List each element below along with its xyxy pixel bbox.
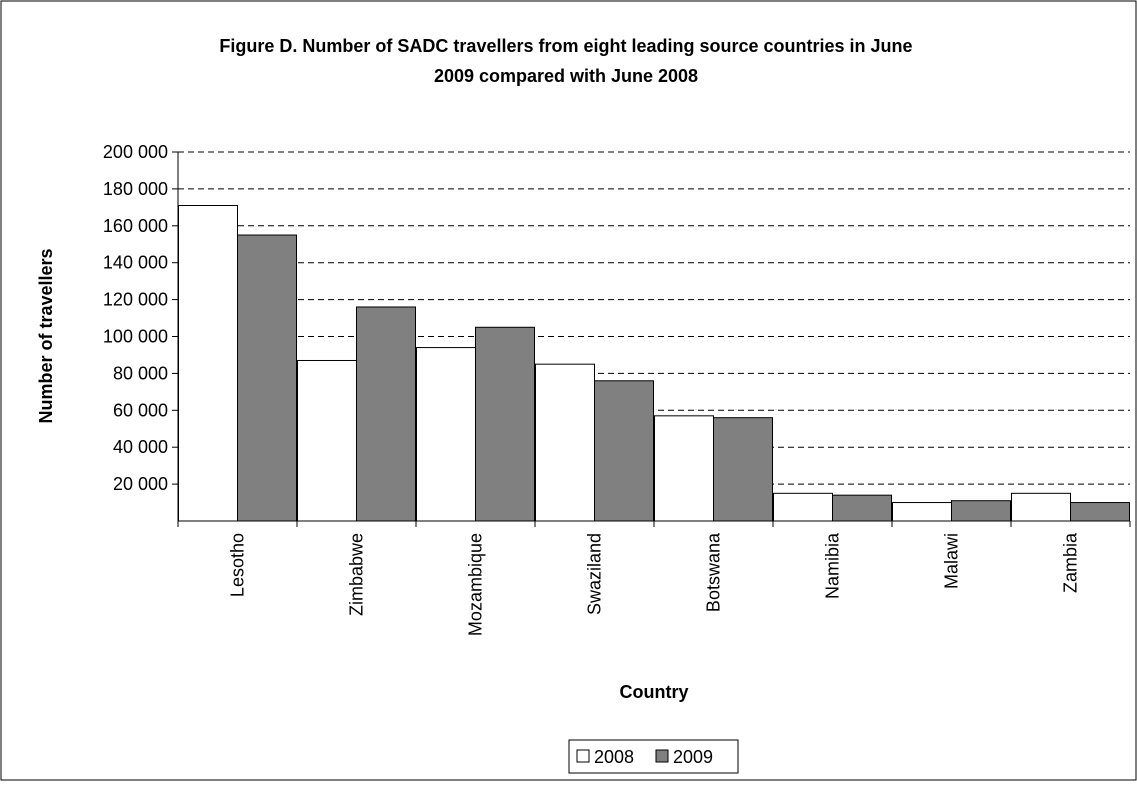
bar-2009-zimbabwe [356,306,416,522]
legend-swatch-2009 [655,749,669,763]
bar-2008-malawi [892,502,952,522]
y-axis-title: Number of travellers [36,248,56,423]
bar-2009-zambia [1070,502,1130,522]
y-tick-label: 120 000 [103,290,168,310]
x-tick-label: Zambia [1061,532,1081,593]
x-axis-title: Country [620,682,689,702]
bar-2008-swaziland [535,363,595,522]
y-tick-label: 40 000 [113,437,168,457]
legend-label-2008: 2008 [594,747,634,767]
y-tick-label: 180 000 [103,179,168,199]
legend-box [568,739,739,774]
chart-title-line-1: Figure D. Number of SADC travellers from… [219,36,912,56]
y-tick-label: 20 000 [113,474,168,494]
x-tick-label: Botswana [704,532,724,612]
y-tick-label: 160 000 [103,216,168,236]
y-tick-label: 60 000 [113,400,168,420]
bar-2008-namibia [773,492,833,522]
x-tick-label: Swaziland [585,533,605,615]
y-tick-label: 80 000 [113,363,168,383]
x-tick-label: Namibia [823,532,843,599]
x-tick-label: Mozambique [466,533,486,636]
bar-2009-malawi [951,500,1011,522]
bar-2009-namibia [832,494,892,522]
legend-swatch-2008 [576,749,590,763]
x-tick-label: Lesotho [228,533,248,597]
x-tick-labels: Lesotho Zimbabwe Mozambique Swaziland Botswa… [228,532,1081,636]
bar-2009-swaziland [594,380,654,522]
bar-2008-zambia [1011,492,1071,522]
y-tick-label: 140 000 [103,253,168,273]
bar-2009-botswana [713,417,773,522]
chart-title-line-2: 2009 compared with June 2008 [434,66,698,86]
legend: 2008 2009 [568,739,739,774]
x-tick-label: Zimbabwe [347,533,367,616]
bar-2008-botswana [654,415,714,522]
axes [172,151,1131,527]
bar-2008-mozambique [416,347,476,522]
bar-2009-lesotho [237,234,297,522]
bar-2009-mozambique [475,326,535,522]
bar-2008-zimbabwe [297,359,357,522]
bar-2008-lesotho [178,205,238,522]
bars [178,205,1130,522]
y-tick-label: 100 000 [103,327,168,347]
y-tick-labels: 20 000 40 000 60 000 80 000 100 000 120 000 14… [103,142,168,494]
y-tick-label: 200 000 [103,142,168,162]
x-tick-label: Malawi [942,533,962,589]
legend-label-2009: 2009 [673,747,713,767]
